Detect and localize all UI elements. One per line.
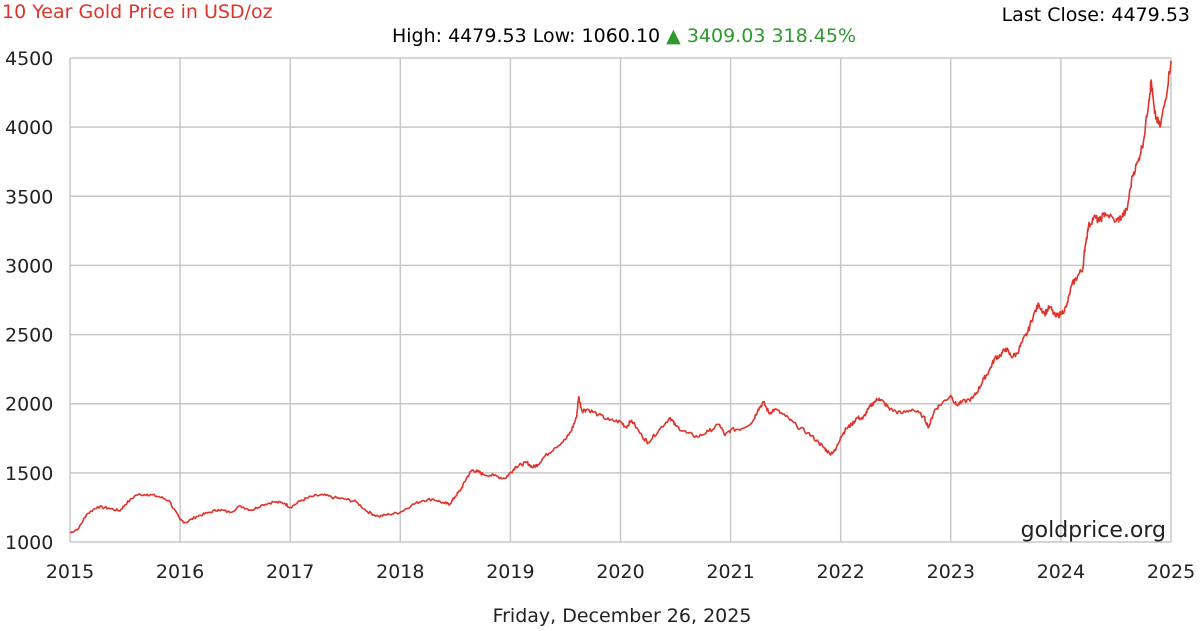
low-value: 1060.10: [582, 25, 661, 47]
y-tick-label: 2500: [5, 325, 53, 347]
x-axis-ticks: 2015 2016 2017 2018 2019 2020 2021 2022 2023 2024…: [46, 561, 1195, 583]
y-tick-label: 4000: [5, 117, 53, 139]
grid-lines: [69, 57, 1172, 543]
high-low-readout: High: 4479.53 Low: 1060.10 ▲ 3409.03 318…: [392, 25, 856, 47]
last-close-readout: Last Close: 4479.53: [1002, 4, 1190, 26]
y-tick-label: 1500: [5, 463, 53, 485]
x-tick-label: 2024: [1037, 561, 1085, 583]
y-tick-label: 1000: [5, 532, 53, 554]
watermark-text: goldprice.org: [1021, 518, 1166, 543]
x-tick-label: 2020: [596, 561, 644, 583]
high-value: 4479.53: [448, 25, 527, 47]
x-tick-label: 2023: [927, 561, 975, 583]
gold-price-series-line: [69, 60, 1172, 534]
y-axis-ticks: 1000 1500 2000 2500 3000 3500 4000 4500: [5, 48, 53, 554]
low-label: Low:: [533, 25, 576, 47]
x-tick-label: 2018: [376, 561, 424, 583]
x-tick-label: 2025: [1147, 561, 1195, 583]
last-close-label: Last Close:: [1002, 4, 1106, 26]
footer-date: Friday, December 26, 2025: [493, 605, 752, 627]
x-tick-label: 2022: [817, 561, 865, 583]
change-value: 3409.03: [687, 25, 766, 47]
series-layer: [69, 60, 1172, 534]
x-tick-label: 2015: [46, 561, 94, 583]
y-tick-label: 3000: [5, 255, 53, 277]
x-tick-label: 2021: [706, 561, 754, 583]
x-tick-label: 2016: [156, 561, 204, 583]
y-tick-label: 2000: [5, 394, 53, 416]
change-percent: 318.45%: [771, 25, 856, 47]
x-tick-label: 2017: [266, 561, 314, 583]
y-tick-label: 4500: [5, 48, 53, 70]
last-close-value: 4479.53: [1111, 4, 1190, 26]
x-tick-label: 2019: [486, 561, 534, 583]
y-tick-label: 3500: [5, 186, 53, 208]
chart-title: 10 Year Gold Price in USD/oz: [2, 1, 273, 23]
high-label: High:: [392, 25, 442, 47]
up-arrow-icon: ▲: [666, 25, 681, 47]
